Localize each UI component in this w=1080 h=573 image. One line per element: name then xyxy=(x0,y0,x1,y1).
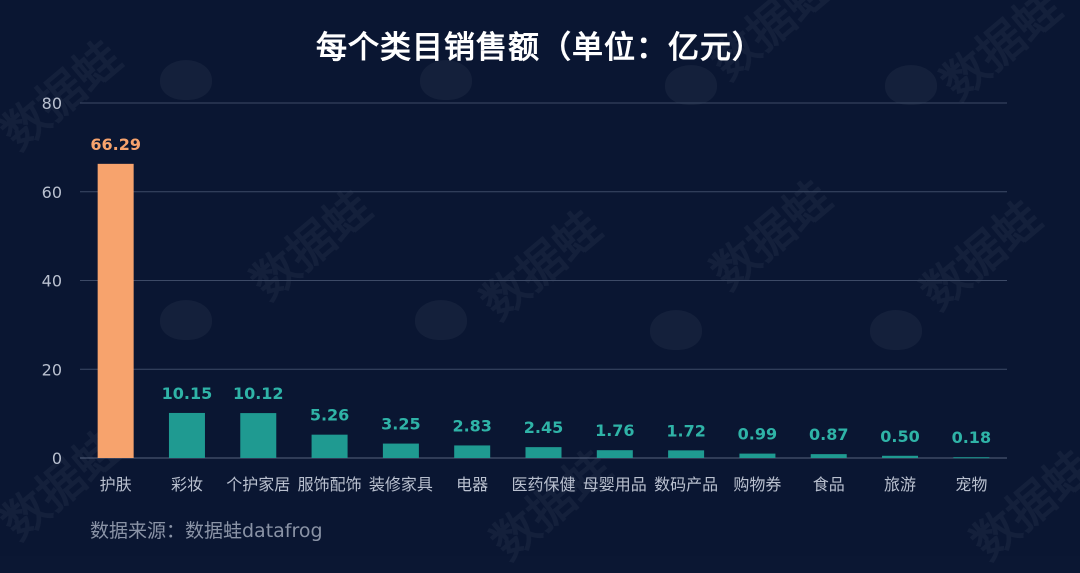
y-tick-label: 0 xyxy=(52,449,62,468)
bar xyxy=(953,457,990,459)
data-label: 0.18 xyxy=(952,428,991,447)
x-tick-label: 彩妆 xyxy=(171,475,203,494)
bar xyxy=(882,455,919,458)
data-label: 3.25 xyxy=(381,415,420,434)
data-label: 0.99 xyxy=(738,425,777,444)
bar xyxy=(668,450,705,458)
x-tick-label: 购物券 xyxy=(733,475,781,494)
bar xyxy=(97,163,134,458)
bar xyxy=(168,412,205,458)
x-tick-label: 个护家居 xyxy=(226,475,290,494)
x-tick-label: 医药保健 xyxy=(511,475,575,494)
x-tick-label: 电器 xyxy=(456,475,488,494)
data-label: 1.76 xyxy=(595,421,634,440)
data-label: 1.72 xyxy=(666,421,705,440)
y-tick-label: 40 xyxy=(42,272,62,291)
x-tick-label: 旅游 xyxy=(884,475,916,494)
bar xyxy=(240,413,277,458)
bar xyxy=(382,443,419,458)
bar xyxy=(739,453,776,458)
data-label: 66.29 xyxy=(90,135,141,154)
bar xyxy=(596,450,633,458)
x-tick-label: 服饰配饰 xyxy=(298,475,362,494)
data-label: 0.50 xyxy=(880,427,919,446)
data-label: 2.45 xyxy=(524,418,563,437)
bar-chart: 0 20 40 60 80 66.29 护肤 10.15 彩妆 10.12 个护家居 5.26 服饰配饰… xyxy=(42,94,1007,494)
data-label: 5.26 xyxy=(310,406,349,425)
bar xyxy=(311,434,348,458)
data-source-note: 数据来源：数据蛙datafrog xyxy=(90,520,323,542)
x-tick-label: 数码产品 xyxy=(654,475,718,494)
chart-title: 每个类目销售额（单位：亿元） xyxy=(316,30,764,66)
x-tick-label: 护肤 xyxy=(100,475,132,494)
x-tick-label: 宠物 xyxy=(955,475,987,494)
x-tick-label: 母婴用品 xyxy=(583,475,647,494)
bar xyxy=(454,445,491,458)
data-label: 2.83 xyxy=(452,416,491,435)
data-label: 10.15 xyxy=(162,384,213,403)
bar xyxy=(525,447,562,458)
y-tick-label: 80 xyxy=(42,94,62,113)
x-tick-label: 食品 xyxy=(813,475,845,494)
y-tick-label: 20 xyxy=(42,360,62,379)
data-label: 10.12 xyxy=(233,384,284,403)
data-label: 0.87 xyxy=(809,425,848,444)
bar xyxy=(810,454,847,458)
y-tick-label: 60 xyxy=(42,183,62,202)
x-tick-label: 装修家具 xyxy=(369,475,433,494)
